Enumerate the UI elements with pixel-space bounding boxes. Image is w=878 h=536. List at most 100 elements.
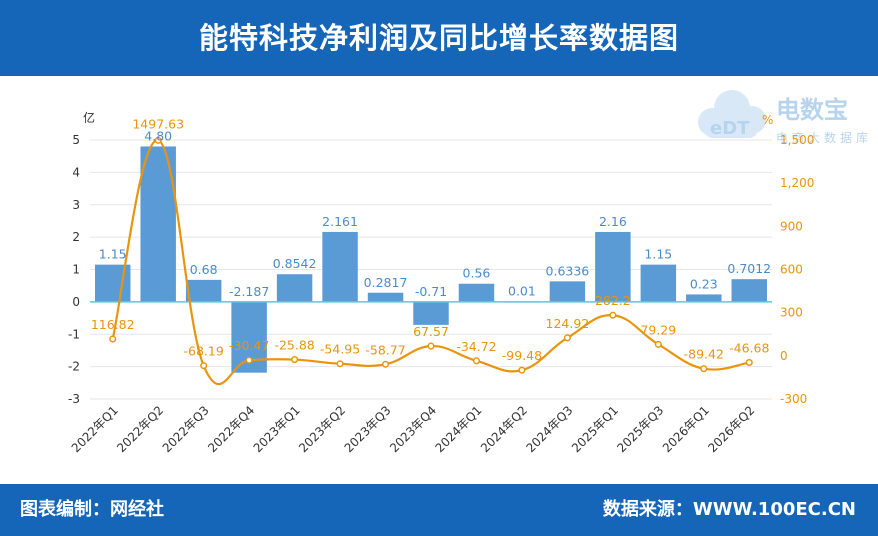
x-tick-label: 2023年Q4 <box>387 403 439 455</box>
line-point <box>291 356 299 364</box>
left-axis: -3 -2 -1 0 1 2 3 4 5亿 <box>68 110 95 406</box>
line-value-label: 282.2 <box>595 293 631 308</box>
line-point <box>563 334 571 342</box>
right-tick-label: 1,200 <box>780 176 814 190</box>
bar-value-label: 0.01 <box>508 284 536 299</box>
right-tick-label: 300 <box>780 306 803 320</box>
growth-line-series <box>109 136 753 385</box>
bar <box>367 292 404 302</box>
footer-credit: 图表编制：网经社 <box>20 499 164 520</box>
bar-series <box>95 146 767 373</box>
bar-value-label: 0.23 <box>690 276 718 291</box>
footer-source: 数据来源：WWW.100EC.CN <box>602 499 856 520</box>
bar <box>549 281 586 302</box>
bar-value-label: 0.56 <box>463 266 491 281</box>
left-tick-label: 1 <box>72 263 80 277</box>
left-tick-label: -1 <box>68 327 80 341</box>
logo-tagline: 电商大数据库 <box>776 130 872 145</box>
bar <box>640 264 677 302</box>
logo-name: 电数宝 <box>776 96 848 124</box>
line-value-label: -58.77 <box>365 342 405 357</box>
x-tick-label: 2026年Q1 <box>660 403 712 455</box>
line-point <box>245 356 253 364</box>
bar <box>595 231 631 302</box>
line-point <box>518 366 526 374</box>
x-tick-label: 2022年Q1 <box>69 403 121 455</box>
bar-value-label: 2.161 <box>322 214 358 229</box>
line-point <box>336 360 344 368</box>
x-tick-label: 2022年Q2 <box>114 403 166 455</box>
bar <box>413 301 449 325</box>
logo-mark: eDT <box>710 118 750 139</box>
x-tick-label: 2025年Q3 <box>614 403 666 455</box>
bar <box>276 274 313 302</box>
bar-value-label: 0.68 <box>190 262 218 277</box>
line-value-label: -99.48 <box>502 348 542 363</box>
bar <box>731 279 767 302</box>
x-tick-label: 2023年Q2 <box>296 403 348 455</box>
line-point <box>427 342 435 350</box>
line-value-label: -54.95 <box>320 342 360 357</box>
line-point <box>154 136 162 144</box>
line-value-label: 116.82 <box>91 317 135 332</box>
line-point <box>381 360 390 368</box>
chart-title: 能特科技净利润及同比增长率数据图 <box>198 21 679 55</box>
x-tick-label: 2023年Q1 <box>251 403 303 455</box>
line-value-label: 124.92 <box>546 316 590 331</box>
line-value-label: -68.19 <box>184 344 224 359</box>
bar <box>458 283 495 302</box>
bar-value-label: 1.15 <box>644 247 672 262</box>
left-tick-label: 5 <box>72 133 80 147</box>
line-point <box>654 340 662 348</box>
x-tick-label: 2026年Q2 <box>705 403 757 455</box>
bar <box>185 279 222 302</box>
line-value-label: -89.42 <box>684 347 724 362</box>
line-value-label: -34.72 <box>456 339 496 354</box>
cloud-logo-icon <box>698 90 766 138</box>
left-tick-label: 4 <box>72 165 80 179</box>
x-axis: 2022年Q12022年Q22022年Q32022年Q42023年Q12023年… <box>69 403 758 455</box>
x-tick-label: 2024年Q3 <box>523 403 575 455</box>
line-value-label: -30.47 <box>229 338 269 353</box>
line-value-label: -25.88 <box>274 338 314 353</box>
line-point <box>200 362 208 370</box>
left-tick-label: 3 <box>72 198 80 212</box>
bar-value-label: 0.7012 <box>727 261 771 276</box>
right-tick-label: -300 <box>780 392 807 406</box>
right-tick-label: 1,500 <box>780 133 814 147</box>
line-value-label: -46.68 <box>729 341 769 356</box>
right-tick-label: 0 <box>780 349 788 363</box>
line-point <box>609 311 617 319</box>
line-value-label: 79.29 <box>640 322 676 337</box>
bar <box>686 294 722 302</box>
bar-value-label: -2.187 <box>229 284 269 299</box>
logo: eDT 电数宝 电商大数据库 <box>698 90 872 145</box>
x-tick-label: 2024年Q2 <box>478 403 530 455</box>
x-tick-label: 2022年Q4 <box>205 403 257 455</box>
line-value-label: 1497.63 <box>132 116 184 131</box>
line-point <box>109 335 117 343</box>
left-tick-label: 0 <box>72 295 80 309</box>
right-axis: -300 0 300 600 900 1,200 1,500% <box>762 113 814 406</box>
bar-value-label: 2.16 <box>599 214 627 229</box>
line-point <box>700 365 708 373</box>
x-tick-label: 2024年Q1 <box>433 403 485 455</box>
bar-labels: 1.15 4.80 0.68 -2.187 0.8542 2.161 0.2817 -0.71… <box>99 128 771 298</box>
footer: 图表编制：网经社 数据来源：WWW.100EC.CN <box>0 484 878 536</box>
bar-value-label: -0.71 <box>415 284 447 299</box>
bar <box>322 231 358 302</box>
bar-value-label: 0.8542 <box>273 256 317 271</box>
bar-value-label: 0.6336 <box>546 263 590 278</box>
line-value-label: 67.57 <box>413 324 449 339</box>
bar-value-label: 4.80 <box>144 128 172 143</box>
bar-value-label: 1.15 <box>99 247 127 262</box>
left-tick-label: 2 <box>72 230 80 244</box>
line-point <box>745 359 753 367</box>
x-tick-label: 2025年Q1 <box>569 403 621 455</box>
x-tick-label: 2022年Q3 <box>160 403 212 455</box>
line-point <box>472 357 481 365</box>
right-tick-label: 900 <box>780 219 803 233</box>
right-axis-unit: % <box>762 113 773 127</box>
x-tick-label: 2023年Q3 <box>342 403 394 455</box>
left-tick-label: -2 <box>68 360 80 374</box>
